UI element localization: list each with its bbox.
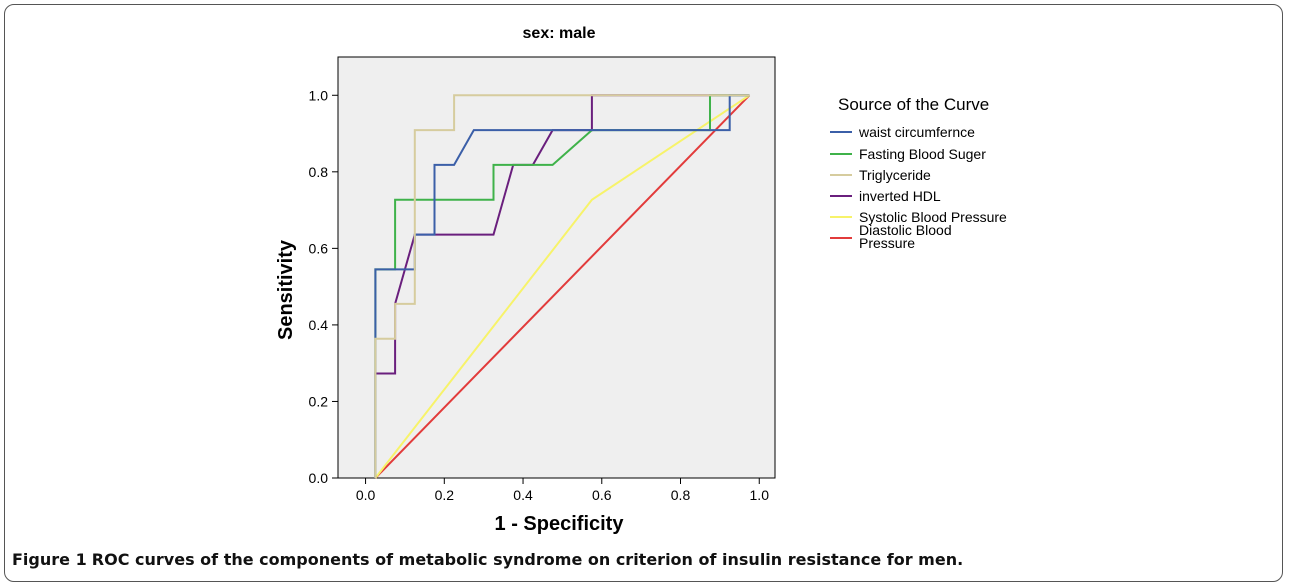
roc-chart: sex: male 0.0 0.2 0.4 0.6 0.8 1.0 0.0 0.2 0.4 0.6…	[275, 25, 1007, 535]
y-tick-label: 0.2	[309, 393, 329, 409]
curve-diastolic-blood-pressure	[374, 94, 751, 479]
caption-text: ROC curves of the components of metaboli…	[91, 550, 964, 569]
legend-label-triglyceride: Triglyceride	[859, 167, 931, 183]
y-tick-label: 0.0	[309, 470, 329, 486]
roc-curves	[374, 94, 751, 479]
x-tick-label: 0.2	[435, 487, 455, 503]
y-tick-label: 0.6	[309, 240, 329, 256]
legend-title: Source of the Curve	[838, 95, 989, 114]
x-tick-label: 0.8	[671, 487, 691, 503]
legend-label-fasting-blood-suger: Fasting Blood Suger	[859, 146, 986, 162]
legend-label-systolic-blood-pressure: Systolic Blood Pressure	[859, 209, 1007, 225]
curve-waist-circumfernce	[374, 94, 750, 478]
legend: waist circumfernce Fasting Blood Suger Tri…	[830, 124, 1007, 251]
legend-label-inverted-hdl: inverted HDL	[859, 188, 941, 204]
axis-ticks: 0.0 0.2 0.4 0.6 0.8 1.0 0.0 0.2 0.4 0.6 0.8 1.0	[309, 87, 770, 503]
curve-triglyceride	[374, 94, 750, 478]
figure-caption: Figure 1 ROC curves of the components of…	[12, 550, 963, 569]
y-axis-label: Sensitivity	[275, 239, 297, 340]
x-tick-label: 0.6	[592, 487, 612, 503]
legend-label-diastolic-blood-pressure: Diastolic Blood Pressure	[859, 222, 952, 251]
y-tick-label: 0.8	[309, 164, 329, 180]
legend-label-waist-circumfernce: waist circumfernce	[858, 124, 975, 140]
caption-label: Figure 1	[12, 550, 87, 569]
x-tick-label: 1.0	[750, 487, 770, 503]
chart-title: sex: male	[523, 25, 596, 42]
x-tick-label: 0.4	[513, 487, 533, 503]
x-axis-label: 1 - Specificity	[495, 513, 625, 535]
x-tick-label: 0.0	[356, 487, 376, 503]
y-tick-label: 1.0	[309, 87, 329, 103]
y-tick-label: 0.4	[309, 317, 329, 333]
